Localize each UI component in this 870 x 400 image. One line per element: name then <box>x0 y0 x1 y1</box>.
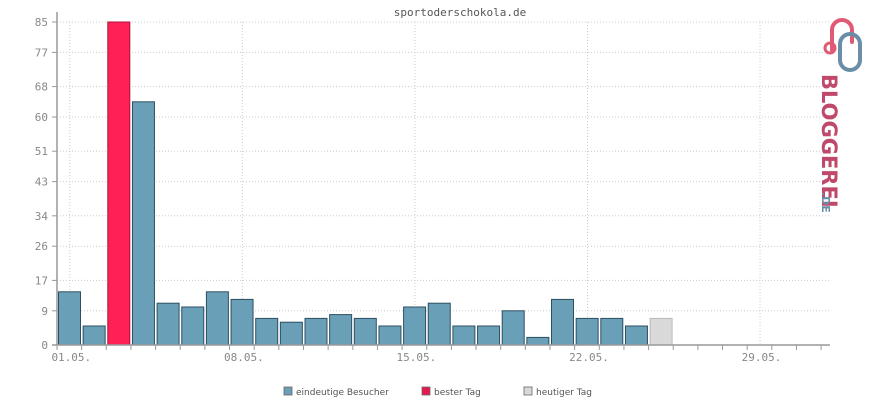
legend-label: bester Tag <box>434 388 481 398</box>
bar <box>452 325 476 346</box>
y-tick-label: 43 <box>35 176 48 189</box>
bar <box>58 291 81 346</box>
bar <box>477 325 501 346</box>
y-tick-label: 85 <box>35 16 48 29</box>
legend-swatch <box>421 386 431 396</box>
bar <box>255 317 279 346</box>
x-tick-label: 22.05. <box>569 351 609 364</box>
chart-title: sportoderschokola.de <box>394 6 526 19</box>
legend-label: heutiger Tag <box>536 388 592 398</box>
y-tick-label: 51 <box>35 145 48 158</box>
y-tick-label: 9 <box>41 305 48 318</box>
bar <box>378 325 402 346</box>
logo-suffix: .DE <box>819 192 832 213</box>
y-tick-label: 0 <box>41 339 48 352</box>
bar <box>600 317 624 346</box>
bar <box>427 302 451 346</box>
legend-label: eindeutige Besucher <box>296 388 389 398</box>
bloggerei-logo-icon <box>823 18 862 72</box>
bar <box>575 317 599 346</box>
x-tick-label: 01.05. <box>51 351 91 364</box>
x-tick-labels: 01.05. 08.05. 15.05. 22.05. 29.05. <box>51 351 781 364</box>
y-tick-label: 17 <box>35 274 48 287</box>
bar <box>329 314 353 346</box>
legend-swatch <box>283 386 293 396</box>
bar-today <box>649 317 673 346</box>
bar <box>501 310 525 346</box>
grid-lines <box>57 21 830 345</box>
bar <box>551 298 574 346</box>
bar-best-day <box>107 21 131 346</box>
x-tick-label: 15.05. <box>397 351 437 364</box>
y-tick-labels: 0 9 17 26 34 43 51 60 68 77 85 <box>35 16 49 352</box>
logo-word: BLOGGEREI <box>817 74 841 208</box>
bar <box>230 298 254 346</box>
x-tick-label: 29.05. <box>742 351 782 364</box>
y-tick-label: 26 <box>35 240 48 253</box>
bar <box>353 317 377 346</box>
bar <box>205 291 229 346</box>
bar <box>82 325 106 346</box>
y-tick-label: 34 <box>35 210 49 223</box>
x-tick-label: 08.05. <box>224 351 264 364</box>
y-tick-label: 68 <box>35 81 48 94</box>
bar <box>156 302 180 346</box>
axes <box>52 12 830 350</box>
bar <box>403 306 427 346</box>
bar <box>304 317 328 346</box>
bar <box>131 101 155 346</box>
y-tick-label: 60 <box>35 111 48 124</box>
legend-swatch <box>523 386 533 396</box>
bloggerei-logo: BLOGGEREI .DE <box>817 18 862 213</box>
bar <box>624 325 648 346</box>
y-tick-label: 77 <box>35 46 48 59</box>
bar <box>181 306 205 346</box>
legend: eindeutige Besucher bester Tag heutiger Ta… <box>283 386 592 398</box>
bar <box>526 336 550 346</box>
bar <box>279 321 303 346</box>
bars <box>58 21 673 346</box>
